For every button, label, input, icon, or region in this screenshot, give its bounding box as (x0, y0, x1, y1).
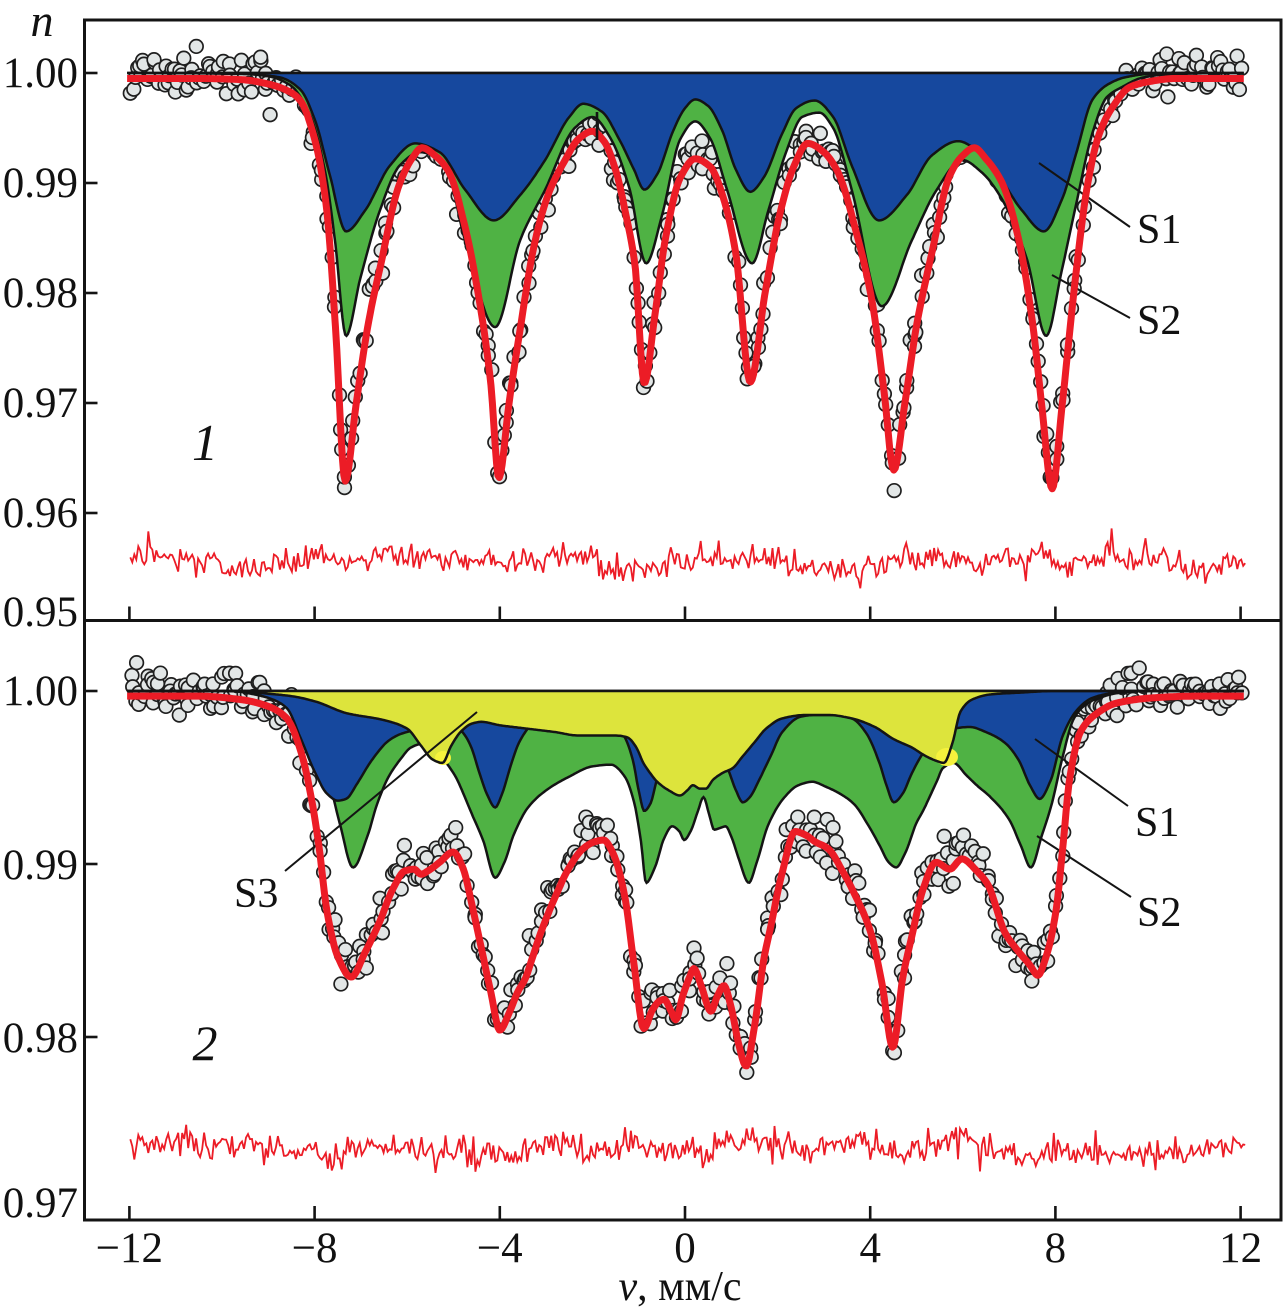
svg-text:12: 12 (1219, 1225, 1262, 1272)
svg-text:0.98: 0.98 (3, 1015, 78, 1062)
svg-text:0.97: 0.97 (3, 1180, 78, 1227)
svg-text:−4: −4 (477, 1225, 523, 1272)
svg-text:0: 0 (674, 1225, 696, 1272)
svg-text:0.97: 0.97 (3, 380, 78, 427)
svg-text:1.00: 1.00 (3, 668, 78, 715)
svg-text:8: 8 (1045, 1225, 1067, 1272)
svg-text:n: n (31, 0, 54, 46)
svg-text:S2: S2 (1137, 890, 1181, 936)
svg-text:0.96: 0.96 (3, 490, 78, 537)
svg-text:1.00: 1.00 (3, 50, 78, 97)
svg-text:0.99: 0.99 (3, 842, 78, 889)
svg-text:0.95: 0.95 (3, 589, 78, 636)
svg-text:2: 2 (193, 1015, 218, 1071)
svg-text:S2: S2 (1137, 298, 1181, 344)
svg-text:S1: S1 (1135, 800, 1179, 846)
svg-text:v, мм/с: v, мм/с (618, 1264, 741, 1310)
svg-text:4: 4 (859, 1225, 881, 1272)
svg-text:S3: S3 (234, 871, 278, 917)
svg-text:1: 1 (192, 415, 218, 472)
svg-text:0.98: 0.98 (3, 270, 78, 317)
svg-text:0.99: 0.99 (3, 160, 78, 207)
svg-text:−8: −8 (292, 1225, 338, 1272)
svg-text:S1: S1 (1137, 207, 1181, 253)
svg-text:−12: −12 (96, 1225, 163, 1272)
